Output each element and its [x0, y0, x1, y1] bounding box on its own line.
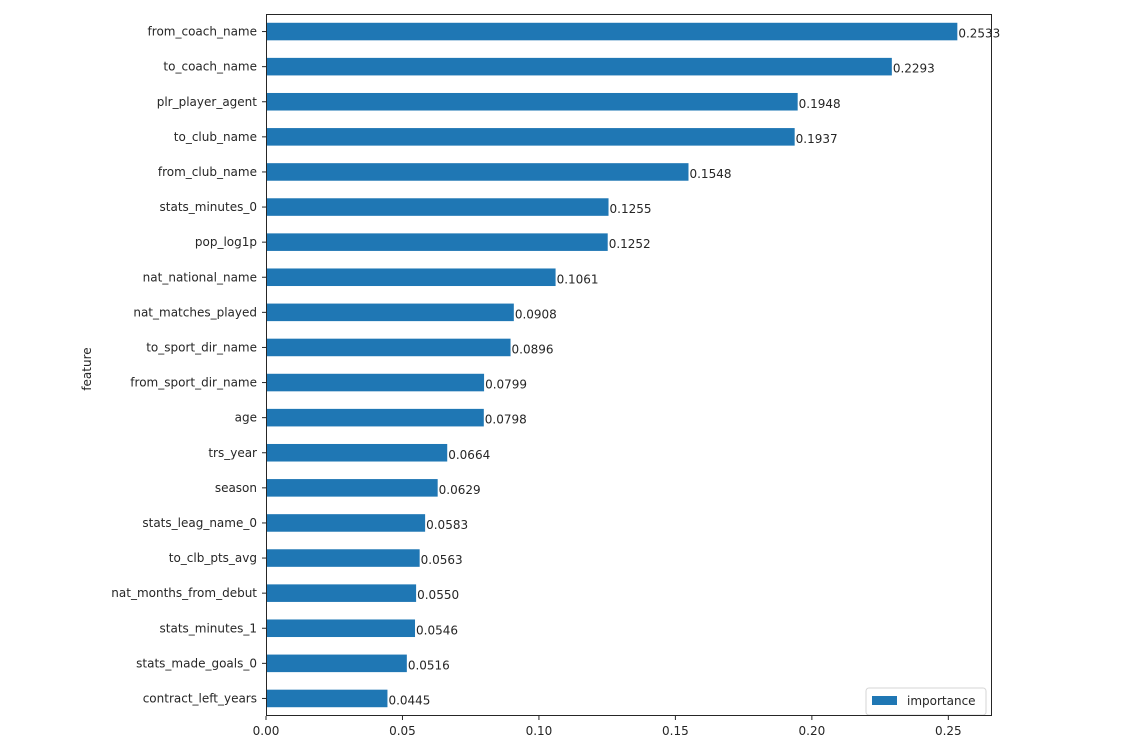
data-label: 0.1252	[609, 237, 651, 251]
data-label: 0.0583	[426, 518, 468, 532]
y-axis-title: feature	[80, 347, 94, 390]
y-tick-label: age	[235, 411, 257, 425]
data-label: 0.0798	[485, 413, 527, 427]
y-tick-label: to_clb_pts_avg	[169, 551, 257, 565]
bar-to_club_name	[266, 128, 795, 146]
bar-age	[266, 408, 484, 427]
bar-nat_months_from_debut	[266, 584, 417, 602]
data-label: 0.2533	[958, 27, 1000, 41]
y-tick-label: stats_minutes_0	[160, 200, 257, 214]
y-tick-label: stats_minutes_1	[160, 621, 257, 635]
value-labels: 0.2533 0.2293 0.1948 0.1937 0.1548 0.1255 0.12…	[388, 27, 1000, 708]
legend-label: importance	[907, 694, 976, 708]
bar-to_clb_pts_avg	[266, 549, 420, 567]
data-label: 0.1948	[799, 97, 841, 111]
x-tick-label: 0.05	[389, 724, 416, 738]
data-label: 0.0799	[485, 378, 527, 392]
data-label: 0.0629	[439, 483, 481, 497]
bar-nat_matches_played	[266, 303, 514, 322]
plot-frame	[266, 14, 992, 716]
x-tick-label: 0.20	[799, 724, 826, 738]
legend-swatch	[872, 696, 897, 705]
y-tick-label: from_club_name	[158, 165, 257, 179]
bar-pop_log1p	[266, 233, 608, 251]
x-axis: 0.00 0.05 0.10 0.15 0.20 0.25	[253, 716, 962, 738]
y-tick-label: from_sport_dir_name	[130, 376, 257, 390]
y-tick-label: trs_year	[208, 446, 257, 460]
bar-stats_minutes_0	[266, 198, 609, 216]
bar-from_sport_dir_name	[266, 373, 485, 392]
bar-stats_minutes_1	[266, 619, 416, 638]
bar-to_coach_name	[266, 57, 892, 76]
data-label: 0.0664	[448, 448, 490, 462]
y-tick-label: stats_made_goals_0	[136, 656, 257, 670]
bar-stats_made_goals_0	[266, 654, 407, 673]
data-label: 0.2293	[893, 62, 935, 76]
data-label: 0.0896	[512, 342, 554, 356]
y-tick-label: season	[215, 481, 257, 495]
bar-to_sport_dir_name	[266, 338, 511, 357]
x-tick-label: 0.00	[253, 724, 280, 738]
bar-plr_player_agent	[266, 92, 798, 111]
y-tick-label: pop_log1p	[195, 235, 257, 249]
data-label: 0.0563	[421, 553, 463, 567]
data-label: 0.1061	[557, 272, 599, 286]
y-tick-label: nat_months_from_debut	[111, 586, 257, 600]
y-tick-label: to_sport_dir_name	[146, 340, 257, 354]
bar-stats_leag_name_0	[266, 514, 426, 532]
y-tick-label: plr_player_agent	[157, 95, 258, 109]
x-tick-label: 0.15	[662, 724, 689, 738]
y-axis: from_coach_name to_coach_name plr_player_a…	[111, 25, 266, 705]
data-label: 0.0546	[416, 623, 458, 637]
y-tick-label: nat_matches_played	[133, 305, 257, 319]
bar-nat_national_name	[266, 268, 556, 287]
bars-layer	[266, 22, 958, 708]
data-label: 0.0445	[388, 693, 430, 707]
y-tick-label: contract_left_years	[143, 691, 257, 705]
bar-trs_year	[266, 443, 448, 462]
data-label: 0.1255	[610, 202, 652, 216]
y-tick-label: nat_national_name	[143, 270, 257, 284]
y-tick-label: stats_leag_name_0	[142, 516, 257, 530]
bar-season	[266, 479, 438, 497]
bar-from_coach_name	[266, 22, 958, 41]
data-label: 0.1937	[796, 132, 838, 146]
y-tick-label: to_club_name	[174, 130, 257, 144]
bar-contract_left_years	[266, 689, 388, 708]
data-label: 0.0908	[515, 307, 557, 321]
data-label: 0.0516	[408, 658, 450, 672]
data-label: 0.1548	[689, 167, 731, 181]
legend: importance	[865, 687, 987, 716]
y-tick-label: to_coach_name	[163, 60, 257, 74]
x-tick-label: 0.25	[935, 724, 962, 738]
x-tick-label: 0.10	[526, 724, 553, 738]
y-tick-label: from_coach_name	[148, 25, 257, 39]
bar-from_club_name	[266, 163, 689, 181]
data-label: 0.0550	[417, 588, 459, 602]
